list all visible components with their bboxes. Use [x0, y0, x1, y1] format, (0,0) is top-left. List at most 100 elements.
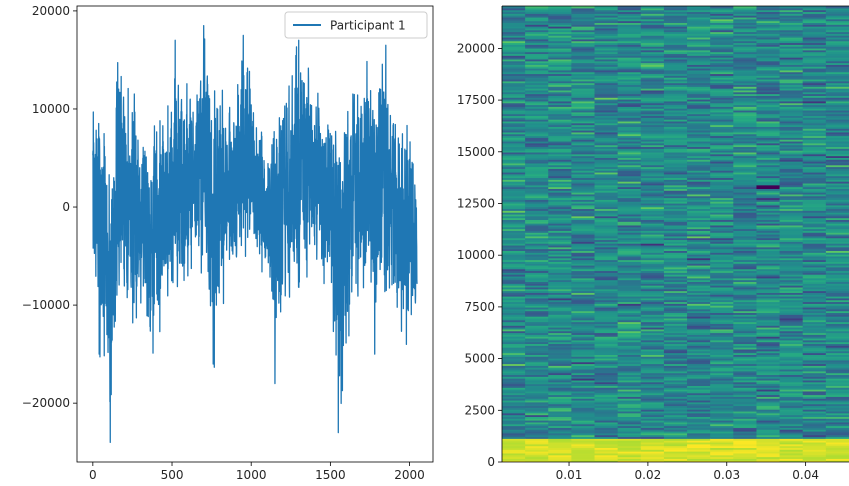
heatmap-cell [548, 75, 572, 78]
heatmap-cell [548, 29, 572, 33]
heatmap-cell [525, 224, 549, 228]
heatmap-cell [640, 332, 665, 335]
heatmap-cell [687, 181, 711, 184]
heatmap-cell [825, 358, 849, 361]
heatmap-cell [640, 139, 665, 142]
heatmap-cell [571, 13, 596, 16]
heatmap-cell [663, 332, 688, 335]
heatmap-cell [594, 250, 619, 253]
heatmap-cell [663, 37, 688, 40]
heatmap-cell [687, 452, 711, 456]
heatmap-cell [617, 401, 642, 405]
heatmap-cell [525, 427, 549, 430]
heatmap-cell [617, 414, 642, 417]
heatmap-cell [548, 35, 572, 38]
heatmap-cell [710, 130, 734, 133]
heatmap-cell [525, 356, 549, 359]
heatmap-cell [617, 387, 642, 390]
heatmap-cell [640, 421, 665, 425]
heatmap-cell [594, 100, 619, 104]
heatmap-cell [502, 334, 526, 337]
heatmap-cell [663, 206, 688, 210]
heatmap-cell [710, 237, 734, 241]
heatmap-cell [571, 266, 596, 270]
heatmap-cell [640, 261, 665, 264]
heatmap-cell [687, 46, 711, 49]
heatmap-cell [571, 161, 596, 164]
heatmap-cell [548, 294, 572, 297]
heatmap-cell [525, 452, 549, 456]
heatmap-cell [663, 24, 688, 27]
heatmap-cell [617, 93, 642, 96]
heatmap-cell [825, 29, 849, 33]
heatmap-cell [663, 219, 688, 222]
heatmap-cell [802, 378, 827, 381]
heatmap-cell [710, 148, 734, 151]
heatmap-cell [756, 40, 781, 44]
heatmap-cell [571, 387, 596, 390]
heatmap-cell [640, 244, 665, 248]
heatmap-cell [756, 445, 781, 448]
heatmap-cell [687, 279, 711, 283]
heatmap-cell [594, 64, 619, 67]
heatmap-cell [502, 409, 526, 412]
heatmap-cell [640, 418, 665, 421]
heatmap-cell [640, 91, 665, 95]
heatmap-cell [825, 115, 849, 118]
heatmap-cell [663, 268, 688, 272]
heatmap-cell [571, 232, 596, 235]
heatmap-cell [687, 38, 711, 42]
heatmap-cell [710, 306, 734, 310]
heatmap-cell [802, 257, 827, 261]
heatmap-cell [640, 208, 665, 211]
heatmap-cell [663, 124, 688, 127]
heatmap-cell [687, 321, 711, 324]
heatmap-cell [663, 177, 688, 180]
heatmap-cell [594, 84, 619, 87]
heatmap-cell [687, 9, 711, 13]
heatmap-cell [825, 425, 849, 428]
heatmap-cell [502, 337, 526, 341]
heatmap-cell [825, 99, 849, 102]
heatmap-cell [594, 102, 619, 106]
heatmap-cell [756, 361, 781, 365]
heatmap-cell [825, 438, 849, 441]
heatmap-cell [802, 390, 827, 394]
heatmap-cell [710, 170, 734, 173]
heatmap-cell [663, 389, 688, 392]
heatmap-cell [594, 347, 619, 350]
heatmap-cell [779, 42, 804, 45]
heatmap-cell [687, 261, 711, 264]
heatmap-cell [571, 275, 596, 279]
heatmap-cell [525, 226, 549, 230]
heatmap-cell [756, 460, 781, 462]
heatmap-cell [663, 226, 688, 230]
heatmap-cell [594, 51, 619, 55]
heatmap-cell [710, 363, 734, 366]
heatmap-cell [802, 120, 827, 124]
heatmap-cell [663, 265, 688, 268]
heatmap-cell [617, 460, 642, 462]
heatmap-cell [640, 237, 665, 241]
heatmap-cell [548, 69, 572, 73]
heatmap-cell [779, 75, 804, 78]
heatmap-cell [825, 405, 849, 408]
heatmap-cell [571, 51, 596, 55]
heatmap-cell [525, 358, 549, 361]
heatmap-cell [548, 192, 572, 195]
heatmap-cell [548, 399, 572, 403]
heatmap-cell [756, 317, 781, 321]
heatmap-cell [779, 204, 804, 208]
heatmap-cell [663, 449, 688, 452]
heatmap-cell [733, 35, 758, 38]
heatmap-cell [802, 100, 827, 104]
heatmap-cell [640, 188, 665, 191]
heatmap-cell [502, 71, 526, 75]
heatmap-cell [617, 275, 642, 279]
heatmap-cell [756, 150, 781, 153]
heatmap-cell [548, 171, 572, 175]
heatmap-cell [756, 354, 781, 357]
heatmap-cell [594, 173, 619, 177]
heatmap-cell [663, 91, 688, 95]
heatmap-cell [710, 316, 734, 319]
